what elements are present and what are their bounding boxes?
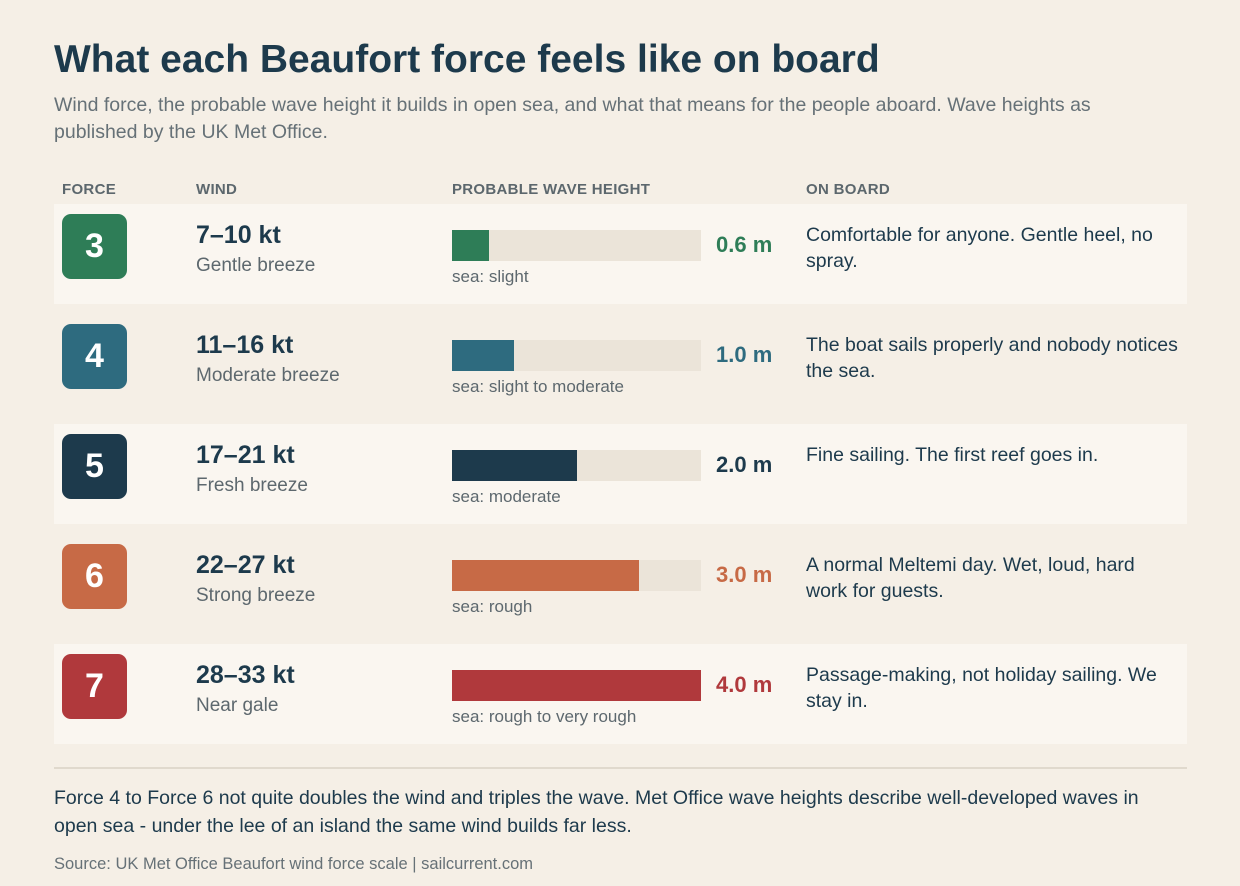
wind-speed: 28–33 kt [196, 661, 295, 689]
wave-bar [452, 560, 639, 591]
footnote: Force 4 to Force 6 not quite doubles the… [54, 787, 1139, 837]
wave-bar-track [452, 670, 701, 701]
column-header-on-board: ON BOARD [806, 181, 891, 198]
force-badge: 5 [62, 434, 127, 499]
force-badge: 3 [62, 214, 127, 279]
on-board-description: Comfortable for anyone. Gentle heel, no … [806, 224, 1153, 272]
force-badge: 4 [62, 324, 127, 389]
beaufort-row-force-4: 4 11–16 kt Moderate breeze 1.0 m sea: sl… [54, 314, 1187, 414]
wave-bar [452, 340, 514, 371]
chart-title: What each Beaufort force feels like on b… [54, 38, 880, 81]
wave-height-label: 3.0 m [716, 562, 773, 587]
footer-divider [54, 767, 1187, 769]
wave-bar-track [452, 560, 701, 591]
sea-state: sea: rough to very rough [452, 707, 637, 726]
sea-state: sea: slight [452, 267, 529, 286]
source-credit: Source: UK Met Office Beaufort wind forc… [54, 855, 534, 873]
beaufort-row-force-6: 6 22–27 kt Strong breeze 3.0 m sea: roug… [54, 534, 1187, 634]
force-badge: 6 [62, 544, 127, 609]
on-board-description: The boat sails properly and nobody notic… [806, 334, 1178, 382]
chart-subtitle: Wind force, the probable wave height it … [54, 94, 1091, 143]
beaufort-row-force-7: 7 28–33 kt Near gale 4.0 m sea: rough to… [54, 644, 1187, 744]
wind-speed: 22–27 kt [196, 551, 295, 579]
beaufort-row-force-5: 5 17–21 kt Fresh breeze 2.0 m sea: moder… [54, 424, 1187, 524]
beaufort-rows: 3 7–10 kt Gentle breeze 0.6 m sea: sligh… [54, 204, 1187, 754]
on-board-description: A normal Meltemi day. Wet, loud, hard wo… [806, 554, 1135, 602]
wind-speed: 7–10 kt [196, 221, 281, 249]
wind-name: Gentle breeze [196, 255, 316, 276]
column-header-force: FORCE [62, 181, 116, 198]
beaufort-row-force-3: 3 7–10 kt Gentle breeze 0.6 m sea: sligh… [54, 204, 1187, 304]
column-header-wave: PROBABLE WAVE HEIGHT [452, 181, 651, 198]
wind-name: Fresh breeze [196, 475, 308, 496]
wind-name: Near gale [196, 695, 279, 716]
wave-height-label: 2.0 m [716, 452, 773, 477]
wind-name: Moderate breeze [196, 365, 340, 386]
wave-bar-track [452, 340, 701, 371]
wind-speed: 17–21 kt [196, 441, 295, 469]
wave-bar [452, 230, 489, 261]
wave-height-label: 1.0 m [716, 342, 773, 367]
on-board-description: Passage-making, not holiday sailing. We … [806, 664, 1157, 712]
sea-state: sea: moderate [452, 487, 561, 506]
force-badge: 7 [62, 654, 127, 719]
sea-state: sea: slight to moderate [452, 377, 624, 396]
sea-state: sea: rough [452, 597, 533, 616]
column-headers: FORCE WIND PROBABLE WAVE HEIGHT ON BOARD [54, 181, 1187, 199]
wave-height-label: 4.0 m [716, 672, 773, 697]
column-header-wind: WIND [196, 181, 238, 198]
wave-bar-track [452, 450, 701, 481]
wave-height-label: 0.6 m [716, 232, 773, 257]
wave-bar [452, 450, 577, 481]
on-board-description: Fine sailing. The first reef goes in. [806, 444, 1099, 466]
wind-name: Strong breeze [196, 585, 316, 606]
wave-bar-track [452, 230, 701, 261]
wind-speed: 11–16 kt [196, 331, 294, 359]
wave-bar [452, 670, 701, 701]
